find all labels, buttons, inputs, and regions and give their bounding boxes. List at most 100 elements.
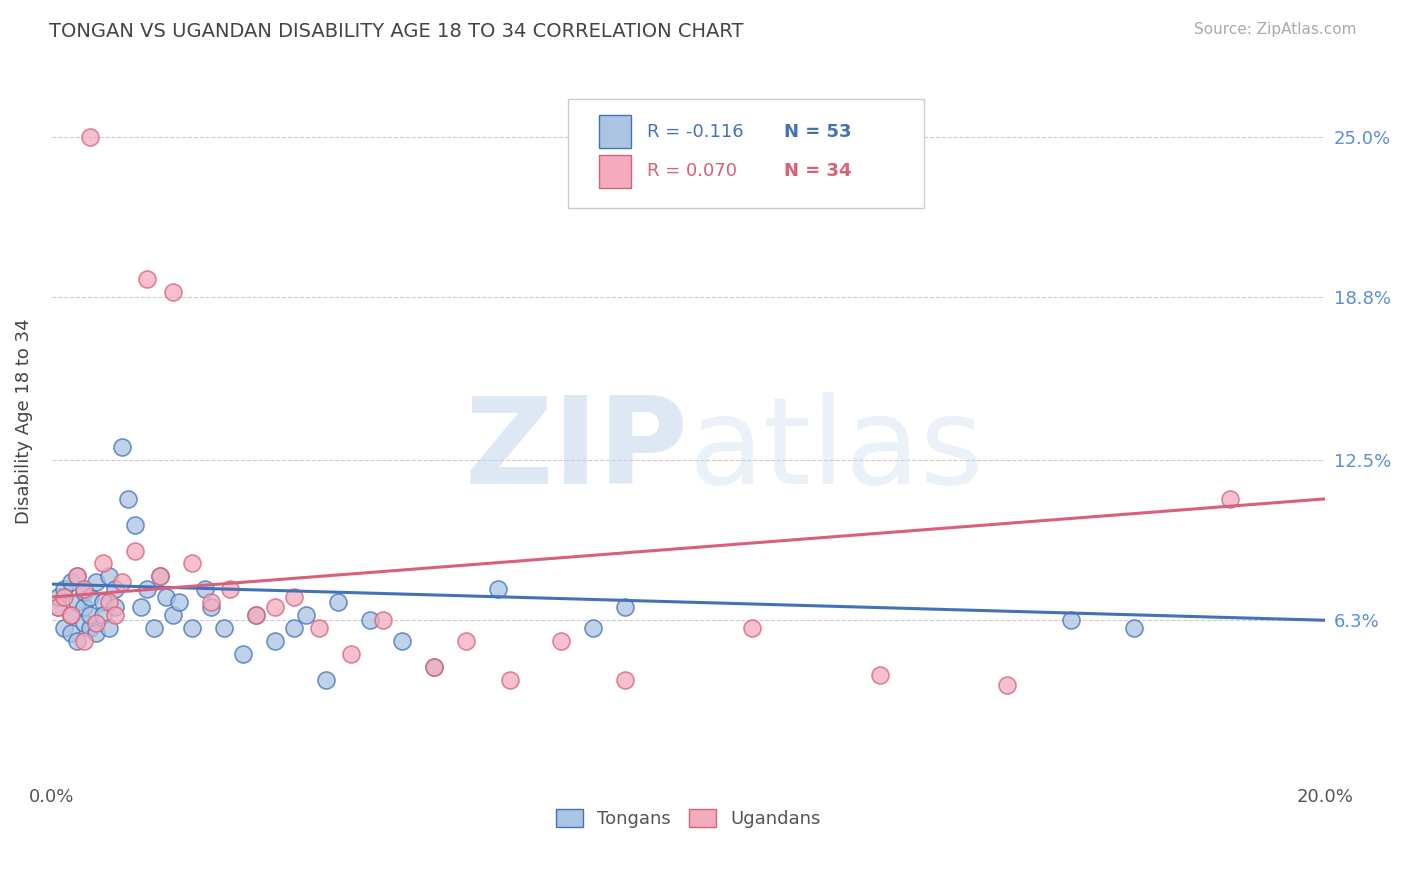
Point [98, 621, 121, 635]
Point [46, 590, 69, 604]
Point [72, 615, 94, 630]
Point [454, 634, 477, 648]
Point [59, 574, 82, 589]
Point [46, 600, 69, 615]
Point [79, 621, 101, 635]
Point [104, 582, 127, 597]
Text: R = -0.116: R = -0.116 [647, 122, 744, 141]
Point [550, 634, 572, 648]
Point [328, 595, 350, 609]
Text: N = 34: N = 34 [785, 162, 852, 180]
Point [79, 130, 101, 145]
Point [124, 543, 146, 558]
Point [200, 600, 222, 615]
Point [104, 608, 127, 623]
Point [1123, 621, 1146, 635]
Point [91, 557, 114, 571]
Point [486, 582, 509, 597]
Point [869, 667, 891, 681]
Point [136, 582, 159, 597]
Point [142, 621, 165, 635]
Point [149, 569, 172, 583]
Point [79, 590, 101, 604]
Point [59, 608, 82, 623]
Point [1060, 613, 1083, 627]
Point [111, 574, 134, 589]
Text: N = 53: N = 53 [785, 122, 852, 141]
Point [136, 272, 159, 286]
Point [66, 569, 89, 583]
Legend: Tongans, Ugandans: Tongans, Ugandans [548, 802, 828, 836]
Point [423, 660, 446, 674]
Point [72, 582, 94, 597]
Point [340, 647, 363, 661]
Point [155, 590, 177, 604]
Point [59, 626, 82, 640]
Point [66, 569, 89, 583]
Point [371, 613, 394, 627]
Text: Source: ZipAtlas.com: Source: ZipAtlas.com [1194, 22, 1357, 37]
Point [741, 621, 763, 635]
Point [263, 600, 285, 615]
Point [1219, 491, 1241, 506]
Point [283, 621, 305, 635]
Point [86, 615, 108, 630]
Point [180, 557, 202, 571]
Point [423, 660, 446, 674]
Point [72, 600, 94, 615]
Point [232, 647, 254, 661]
Point [391, 634, 413, 648]
Point [98, 569, 121, 583]
Point [91, 608, 114, 623]
Point [124, 517, 146, 532]
Point [180, 621, 202, 635]
Point [104, 600, 127, 615]
Point [117, 491, 139, 506]
Bar [599, 155, 631, 187]
Text: TONGAN VS UGANDAN DISABILITY AGE 18 TO 34 CORRELATION CHART: TONGAN VS UGANDAN DISABILITY AGE 18 TO 3… [49, 22, 744, 41]
Point [194, 582, 217, 597]
Point [283, 590, 305, 604]
Point [245, 608, 267, 623]
Text: ZIP: ZIP [465, 392, 689, 508]
Point [995, 678, 1018, 692]
Point [53, 582, 76, 597]
Point [53, 590, 76, 604]
Point [219, 582, 242, 597]
Point [149, 569, 172, 583]
Point [86, 574, 108, 589]
Point [162, 608, 184, 623]
Point [72, 634, 94, 648]
Point [582, 621, 605, 635]
Point [46, 600, 69, 615]
Point [308, 621, 330, 635]
Text: atlas: atlas [689, 392, 984, 508]
Text: R = 0.070: R = 0.070 [647, 162, 737, 180]
Point [66, 595, 89, 609]
Point [79, 608, 101, 623]
Point [499, 673, 522, 687]
Point [86, 626, 108, 640]
Point [98, 595, 121, 609]
Point [129, 600, 152, 615]
Point [295, 608, 318, 623]
Point [315, 673, 337, 687]
Point [200, 595, 222, 609]
Point [162, 285, 184, 300]
FancyBboxPatch shape [568, 99, 924, 208]
Point [613, 600, 636, 615]
Point [245, 608, 267, 623]
Point [359, 613, 381, 627]
Bar [599, 115, 631, 148]
Point [59, 608, 82, 623]
Point [111, 440, 134, 454]
Point [72, 585, 94, 599]
Y-axis label: Disability Age 18 to 34: Disability Age 18 to 34 [15, 318, 32, 524]
Point [613, 673, 636, 687]
Point [167, 595, 190, 609]
Point [212, 621, 235, 635]
Point [263, 634, 285, 648]
Point [53, 621, 76, 635]
Point [91, 595, 114, 609]
Point [66, 634, 89, 648]
